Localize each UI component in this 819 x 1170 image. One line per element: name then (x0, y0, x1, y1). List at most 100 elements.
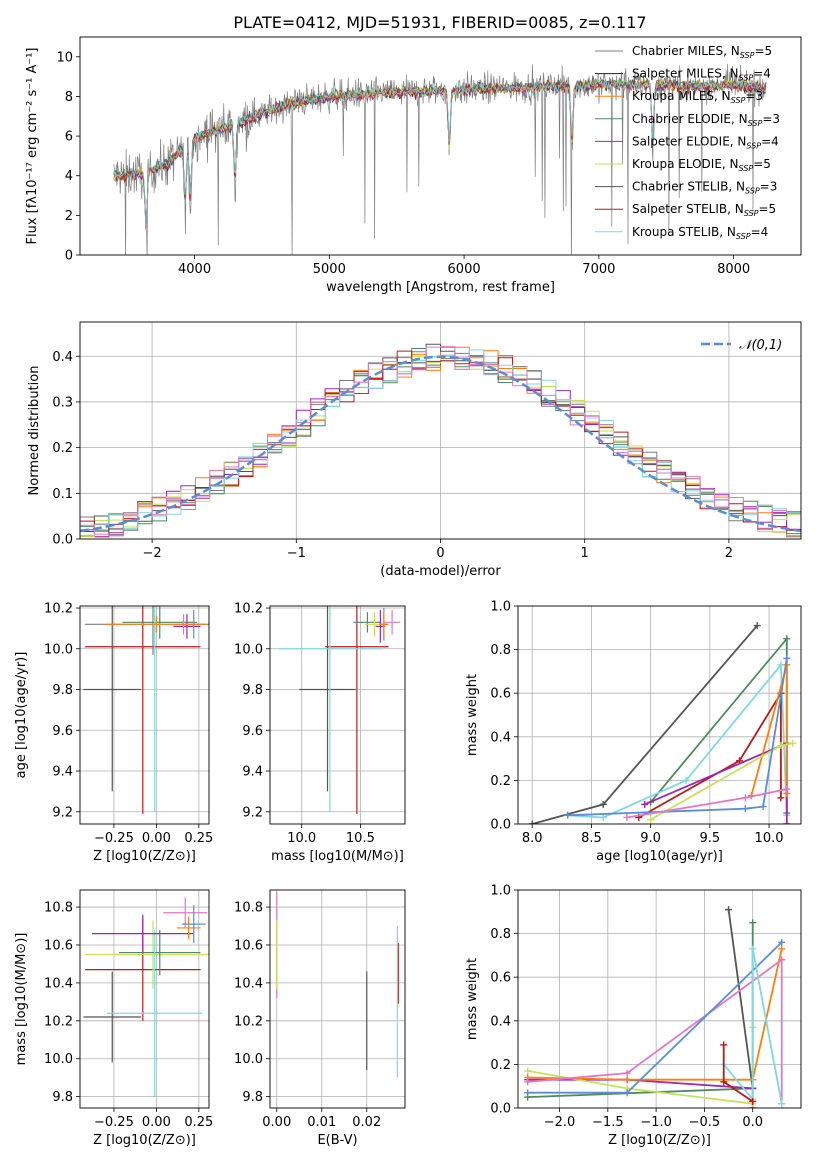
axes-frame (269, 889, 406, 1109)
weight-marker (753, 622, 761, 630)
x-tick-label: 0 (436, 546, 444, 561)
y-tick-label: 10.0 (234, 1052, 263, 1067)
x-tick-label: 0.0 (742, 1115, 763, 1130)
plot-area (113, 63, 767, 255)
x-tick-label: −1.5 (592, 1115, 624, 1130)
y-tick-label: 0.6 (490, 687, 511, 702)
y-tick-label: 0.6 (490, 971, 511, 986)
plot-area (80, 890, 209, 1108)
weight-series-line (723, 948, 783, 1104)
y-tick-label: 0.4 (490, 1014, 511, 1029)
weight-marker (778, 938, 786, 946)
weight-marker (623, 813, 631, 821)
axes-frame (517, 605, 802, 825)
Z-vs-mass-weight-panel: −2.0 −1.5 −1.0 −0.5 0.0 0.0 0.2 0.4 0.6 0.8 1.0 Z [… (465, 884, 802, 1148)
x-axis-label: E(B-V) (317, 1133, 357, 1148)
weight-marker (777, 794, 785, 802)
y-tick-label: 0.4 (490, 730, 511, 745)
y-tick-label: 10.2 (44, 602, 73, 617)
weight-marker (749, 945, 757, 953)
weight-marker (720, 1041, 728, 1049)
age-vs-mass-weight-panel: 8.0 8.5 9.0 9.5 10.0 0.0 0.2 0.4 0.6 0.8 1.0 age [l… (465, 600, 802, 864)
weight-marker (524, 1089, 532, 1097)
y-tick-label: 9.2 (242, 805, 263, 820)
weight-series-line (527, 948, 783, 1081)
y-tick-label: 2 (65, 209, 73, 224)
x-tick-label: 1 (581, 546, 589, 561)
axes-frame (79, 36, 802, 256)
x-tick-label: 6000 (448, 262, 481, 277)
x-tick-label: 9.0 (640, 831, 661, 846)
weight-marker (777, 661, 785, 669)
x-tick-label: 8.0 (522, 831, 543, 846)
y-tick-label: 0.2 (490, 1058, 511, 1073)
y-tick-label: 0.8 (490, 927, 511, 942)
x-tick-label: 5000 (313, 262, 346, 277)
x-tick-label: 0.25 (184, 1115, 213, 1130)
plot-area (518, 890, 801, 1108)
axes-frame (269, 605, 406, 825)
y-tick-label: 10.0 (44, 1052, 73, 1067)
y-tick-label: 9.4 (52, 765, 73, 780)
y-tick-label: 10.8 (44, 901, 73, 916)
y-tick-label: 0.4 (52, 350, 73, 365)
y-tick-label: 0 (65, 249, 73, 264)
y-tick-label: 10.8 (234, 901, 263, 916)
plot-area (80, 322, 801, 539)
x-tick-label: 0.01 (307, 1115, 336, 1130)
x-tick-label: −1 (287, 546, 306, 561)
weight-marker (749, 919, 757, 927)
y-tick-label: 10 (56, 50, 73, 65)
x-axis-label: wavelength [Angstrom, rest frame] (326, 280, 555, 295)
y-tick-label: 9.2 (52, 805, 73, 820)
weight-marker (647, 816, 655, 824)
x-tick-label: 0.00 (142, 831, 171, 846)
y-tick-label: 6 (65, 130, 73, 145)
weight-series-line (527, 1078, 754, 1108)
y-tick-label: 0.2 (52, 441, 73, 456)
weight-marker (641, 800, 649, 808)
legend-label: Chabrier STELIB, NSSP=3 (632, 180, 777, 196)
Z-vs-mass-panel: −0.25 0.00 0.25 9.8 10.0 10.2 10.4 10.6 10.8 Z [l… (14, 889, 213, 1148)
x-tick-label: 2 (725, 546, 733, 561)
axes-frame (517, 889, 802, 1109)
y-tick-label: 10.6 (234, 938, 263, 953)
mass-vs-age-panel: 10.0 10.5 9.2 9.4 9.6 9.8 10.0 10.2 mass [log10(… (234, 602, 406, 864)
normal-curve (80, 355, 801, 533)
x-tick-label: 0.25 (184, 831, 213, 846)
y-axis-label: mass weight (465, 958, 480, 1040)
y-tick-label: 0.1 (52, 487, 73, 502)
weight-marker (778, 1100, 786, 1108)
x-axis-label: Z [log10(Z/Z⊙)] (608, 1133, 711, 1148)
y-tick-label: 9.8 (242, 1090, 263, 1105)
y-tick-label: 10.2 (44, 1014, 73, 1029)
weight-marker (623, 1076, 631, 1084)
x-tick-label: −0.25 (94, 831, 134, 846)
x-tick-label: −0.5 (689, 1115, 721, 1130)
legend-label: Salpeter STELIB, NSSP=5 (632, 202, 776, 218)
legend-label: Salpeter ELODIE, NSSP=4 (632, 134, 779, 150)
y-tick-label: 1.0 (490, 884, 511, 899)
weight-marker (783, 654, 791, 662)
x-tick-label: 8.5 (581, 831, 602, 846)
y-tick-label: 10.2 (234, 602, 263, 617)
plot-area (270, 890, 405, 1108)
x-tick-label: 7000 (582, 262, 615, 277)
axes-frame (79, 321, 802, 540)
y-tick-label: 0.0 (490, 1102, 511, 1117)
x-tick-label: 0.00 (262, 1115, 291, 1130)
residual-histogram-panel: −2 −1 0 1 2 0.0 0.1 0.2 0.3 0.4 (data-model)/error… (27, 321, 802, 579)
weight-marker (599, 813, 607, 821)
plot-area (518, 606, 801, 824)
x-tick-label: −1.0 (640, 1115, 672, 1130)
x-tick-label: 0.00 (142, 1115, 171, 1130)
y-tick-label: 0.3 (52, 395, 73, 410)
y-tick-label: 0.0 (490, 818, 511, 833)
y-tick-label: 10.4 (234, 976, 263, 991)
y-tick-label: 9.4 (242, 765, 263, 780)
x-axis-label: mass [log10(M/M⊙)] (271, 849, 404, 864)
y-tick-label: 0.2 (490, 774, 511, 789)
y-tick-label: 8 (65, 90, 73, 105)
x-tick-label: 9.5 (699, 831, 720, 846)
